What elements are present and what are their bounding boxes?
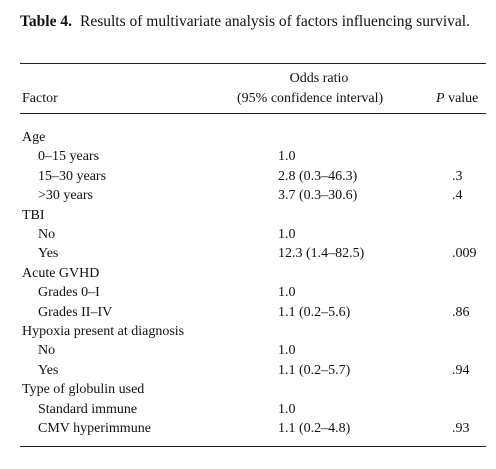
rule <box>20 113 486 114</box>
p-value: .93 <box>452 421 470 436</box>
group-label: Age <box>22 130 46 145</box>
table-title: Table 4. Results of multivariate analysis… <box>20 12 488 31</box>
p-symbol: P <box>436 91 445 106</box>
row-label: CMV hyperimmune <box>38 421 151 436</box>
row-label: Yes <box>38 362 59 378</box>
odds-ratio: 1.0 <box>278 227 296 242</box>
row-label: >30 years <box>38 188 93 204</box>
odds-ratio: 1.1 (0.2–5.7) <box>278 362 351 378</box>
odds-ratio: 1.0 <box>278 343 296 359</box>
header-ci: (95% confidence interval) <box>237 91 384 106</box>
table-label: Table 4. <box>20 13 72 30</box>
p-value: .009 <box>452 246 477 262</box>
row-label: 0–15 years <box>38 149 100 165</box>
row-label: Grades II–IV <box>38 304 113 320</box>
p-word: value <box>448 91 479 106</box>
row-label: 15–30 years <box>38 168 107 184</box>
group-label: Type of globulin used <box>22 382 145 398</box>
odds-ratio: 3.7 (0.3–30.6) <box>278 188 358 204</box>
rule <box>20 446 486 447</box>
odds-ratio: 2.8 (0.3–46.3) <box>278 168 358 184</box>
odds-ratio: 1.1 (0.2–4.8) <box>278 421 351 436</box>
p-value: .4 <box>452 188 463 204</box>
header-odds: Odds ratio <box>289 71 349 86</box>
p-value: .86 <box>452 304 470 320</box>
rule <box>20 63 486 64</box>
row-label: Yes <box>38 246 59 262</box>
row-label: No <box>38 227 56 242</box>
odds-ratio: 1.0 <box>278 285 296 301</box>
p-value: .3 <box>452 168 463 184</box>
odds-ratio: 1.0 <box>278 401 296 417</box>
odds-ratio: 1.0 <box>278 149 296 165</box>
group-label: Acute GVHD <box>22 265 100 281</box>
group-label: TBI <box>22 207 45 223</box>
group-label: Hypoxia present at diagnosis <box>22 324 185 339</box>
odds-ratio: 1.1 (0.2–5.6) <box>278 304 351 320</box>
title-text: Results of multivariate analysis of fact… <box>79 13 470 30</box>
p-value: .94 <box>452 362 470 378</box>
row-label: Grades 0–I <box>38 285 100 301</box>
header-factor: Factor <box>22 91 58 106</box>
row-label: No <box>38 343 56 359</box>
header-p: P value <box>436 90 478 108</box>
row-label: Standard immune <box>38 401 138 417</box>
odds-ratio: 12.3 (1.4–82.5) <box>278 246 365 262</box>
